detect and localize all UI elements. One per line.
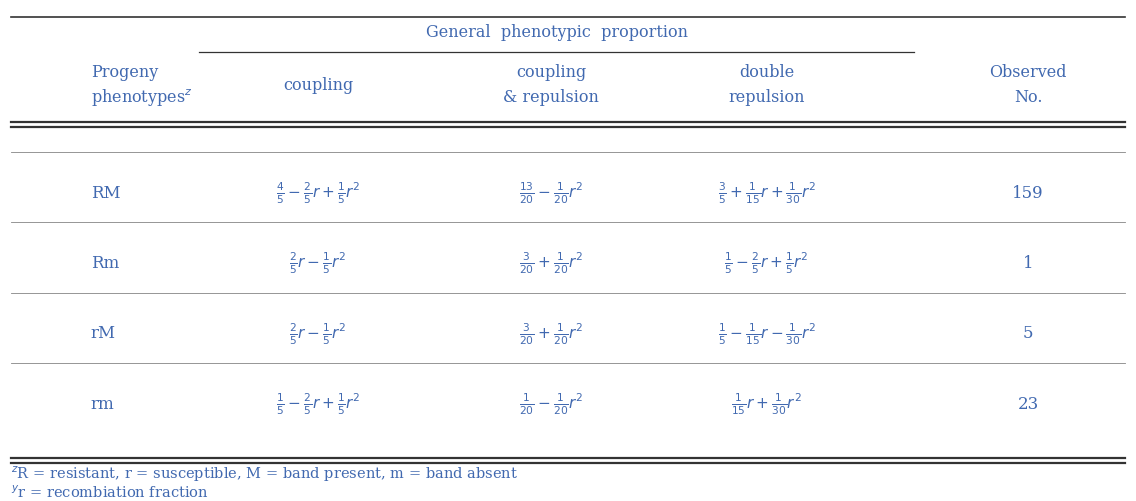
Text: $\frac{1}{5} - \frac{2}{5}r + \frac{1}{5}r^2$: $\frac{1}{5} - \frac{2}{5}r + \frac{1}{5…	[276, 391, 360, 416]
Text: double: double	[740, 64, 794, 81]
Text: rm: rm	[91, 395, 115, 412]
Text: coupling: coupling	[283, 77, 353, 94]
Text: 5: 5	[1022, 325, 1034, 342]
Text: & repulsion: & repulsion	[503, 89, 599, 106]
Text: $\frac{2}{5}r - \frac{1}{5}r^2$: $\frac{2}{5}r - \frac{1}{5}r^2$	[290, 250, 346, 276]
Text: $\frac{2}{5}r - \frac{1}{5}r^2$: $\frac{2}{5}r - \frac{1}{5}r^2$	[290, 321, 346, 346]
Text: RM: RM	[91, 184, 120, 201]
Text: $\frac{1}{15}r + \frac{1}{30}r^2$: $\frac{1}{15}r + \frac{1}{30}r^2$	[732, 391, 802, 416]
Text: 159: 159	[1012, 184, 1044, 201]
Text: $\frac{3}{20} + \frac{1}{20}r^2$: $\frac{3}{20} + \frac{1}{20}r^2$	[519, 250, 583, 276]
Text: rM: rM	[91, 325, 116, 342]
Text: 1: 1	[1022, 255, 1034, 272]
Text: phenotypes$^{z}$: phenotypes$^{z}$	[91, 87, 192, 108]
Text: No.: No.	[1013, 89, 1043, 106]
Text: $\frac{4}{5} - \frac{2}{5}r + \frac{1}{5}r^2$: $\frac{4}{5} - \frac{2}{5}r + \frac{1}{5…	[276, 180, 360, 205]
Text: $^{y}$r = recombiation fraction: $^{y}$r = recombiation fraction	[11, 483, 209, 500]
Text: $\frac{1}{5} - \frac{1}{15}r - \frac{1}{30}r^2$: $\frac{1}{5} - \frac{1}{15}r - \frac{1}{…	[718, 321, 816, 346]
Text: $\frac{1}{20} - \frac{1}{20}r^2$: $\frac{1}{20} - \frac{1}{20}r^2$	[519, 391, 583, 416]
Text: Progeny: Progeny	[91, 64, 158, 81]
Text: $\frac{3}{20} + \frac{1}{20}r^2$: $\frac{3}{20} + \frac{1}{20}r^2$	[519, 321, 583, 346]
Text: $^{z}$R = resistant, r = susceptible, M = band present, m = band absent: $^{z}$R = resistant, r = susceptible, M …	[11, 463, 518, 483]
Text: 23: 23	[1018, 395, 1038, 412]
Text: repulsion: repulsion	[728, 89, 805, 106]
Text: $\frac{13}{20} - \frac{1}{20}r^2$: $\frac{13}{20} - \frac{1}{20}r^2$	[519, 180, 583, 205]
Text: $\frac{1}{5} - \frac{2}{5}r + \frac{1}{5}r^2$: $\frac{1}{5} - \frac{2}{5}r + \frac{1}{5…	[725, 250, 809, 276]
Text: General  phenotypic  proportion: General phenotypic proportion	[426, 24, 687, 41]
Text: $\frac{3}{5} + \frac{1}{15}r + \frac{1}{30}r^2$: $\frac{3}{5} + \frac{1}{15}r + \frac{1}{…	[718, 180, 816, 205]
Text: Rm: Rm	[91, 255, 119, 272]
Text: coupling: coupling	[516, 64, 586, 81]
Text: Observed: Observed	[989, 64, 1067, 81]
